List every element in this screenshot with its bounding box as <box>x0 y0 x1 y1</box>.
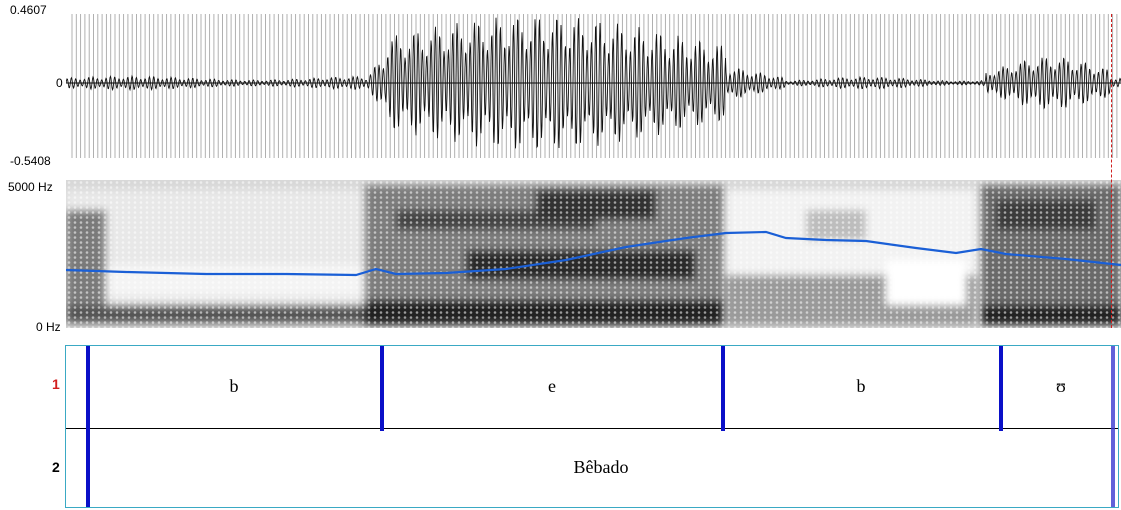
end-marker[interactable] <box>1111 346 1115 507</box>
tier1-segment[interactable]: b <box>229 376 239 396</box>
spectrogram-panel[interactable] <box>66 180 1121 328</box>
tier1-boundary-b-u[interactable] <box>999 346 1003 431</box>
time-cursor[interactable] <box>1111 14 1112 328</box>
tier1-boundary-start[interactable] <box>86 346 90 431</box>
waveform-signal <box>66 17 1121 149</box>
tier1-segment[interactable]: b <box>856 376 866 396</box>
tier2-number: 2 <box>52 459 60 475</box>
tier2-segment[interactable]: Bêbado <box>573 457 629 477</box>
spectrogram-bottom-label: 0 Hz <box>36 320 61 334</box>
tier-divider <box>66 428 1118 429</box>
textgrid-panel[interactable]: b e b ʊ Bêbado <box>65 345 1119 508</box>
tier1-segment[interactable]: e <box>548 376 556 396</box>
waveform-panel[interactable] <box>66 10 1121 162</box>
tier1-boundary-e-b[interactable] <box>721 346 725 431</box>
tier1-boundary-b-e[interactable] <box>380 346 384 431</box>
tier1-segment[interactable]: ʊ <box>1056 376 1066 396</box>
waveform-max-label: 0.4607 <box>10 3 47 17</box>
waveform-min-label: -0.5408 <box>10 154 51 168</box>
tier1-number: 1 <box>52 376 60 392</box>
spectrogram-top-label: 5000 Hz <box>8 180 53 194</box>
pitch-contour <box>66 230 1121 277</box>
tier2-boundary-start[interactable] <box>86 428 90 507</box>
waveform-zero-label: 0 <box>56 76 63 90</box>
